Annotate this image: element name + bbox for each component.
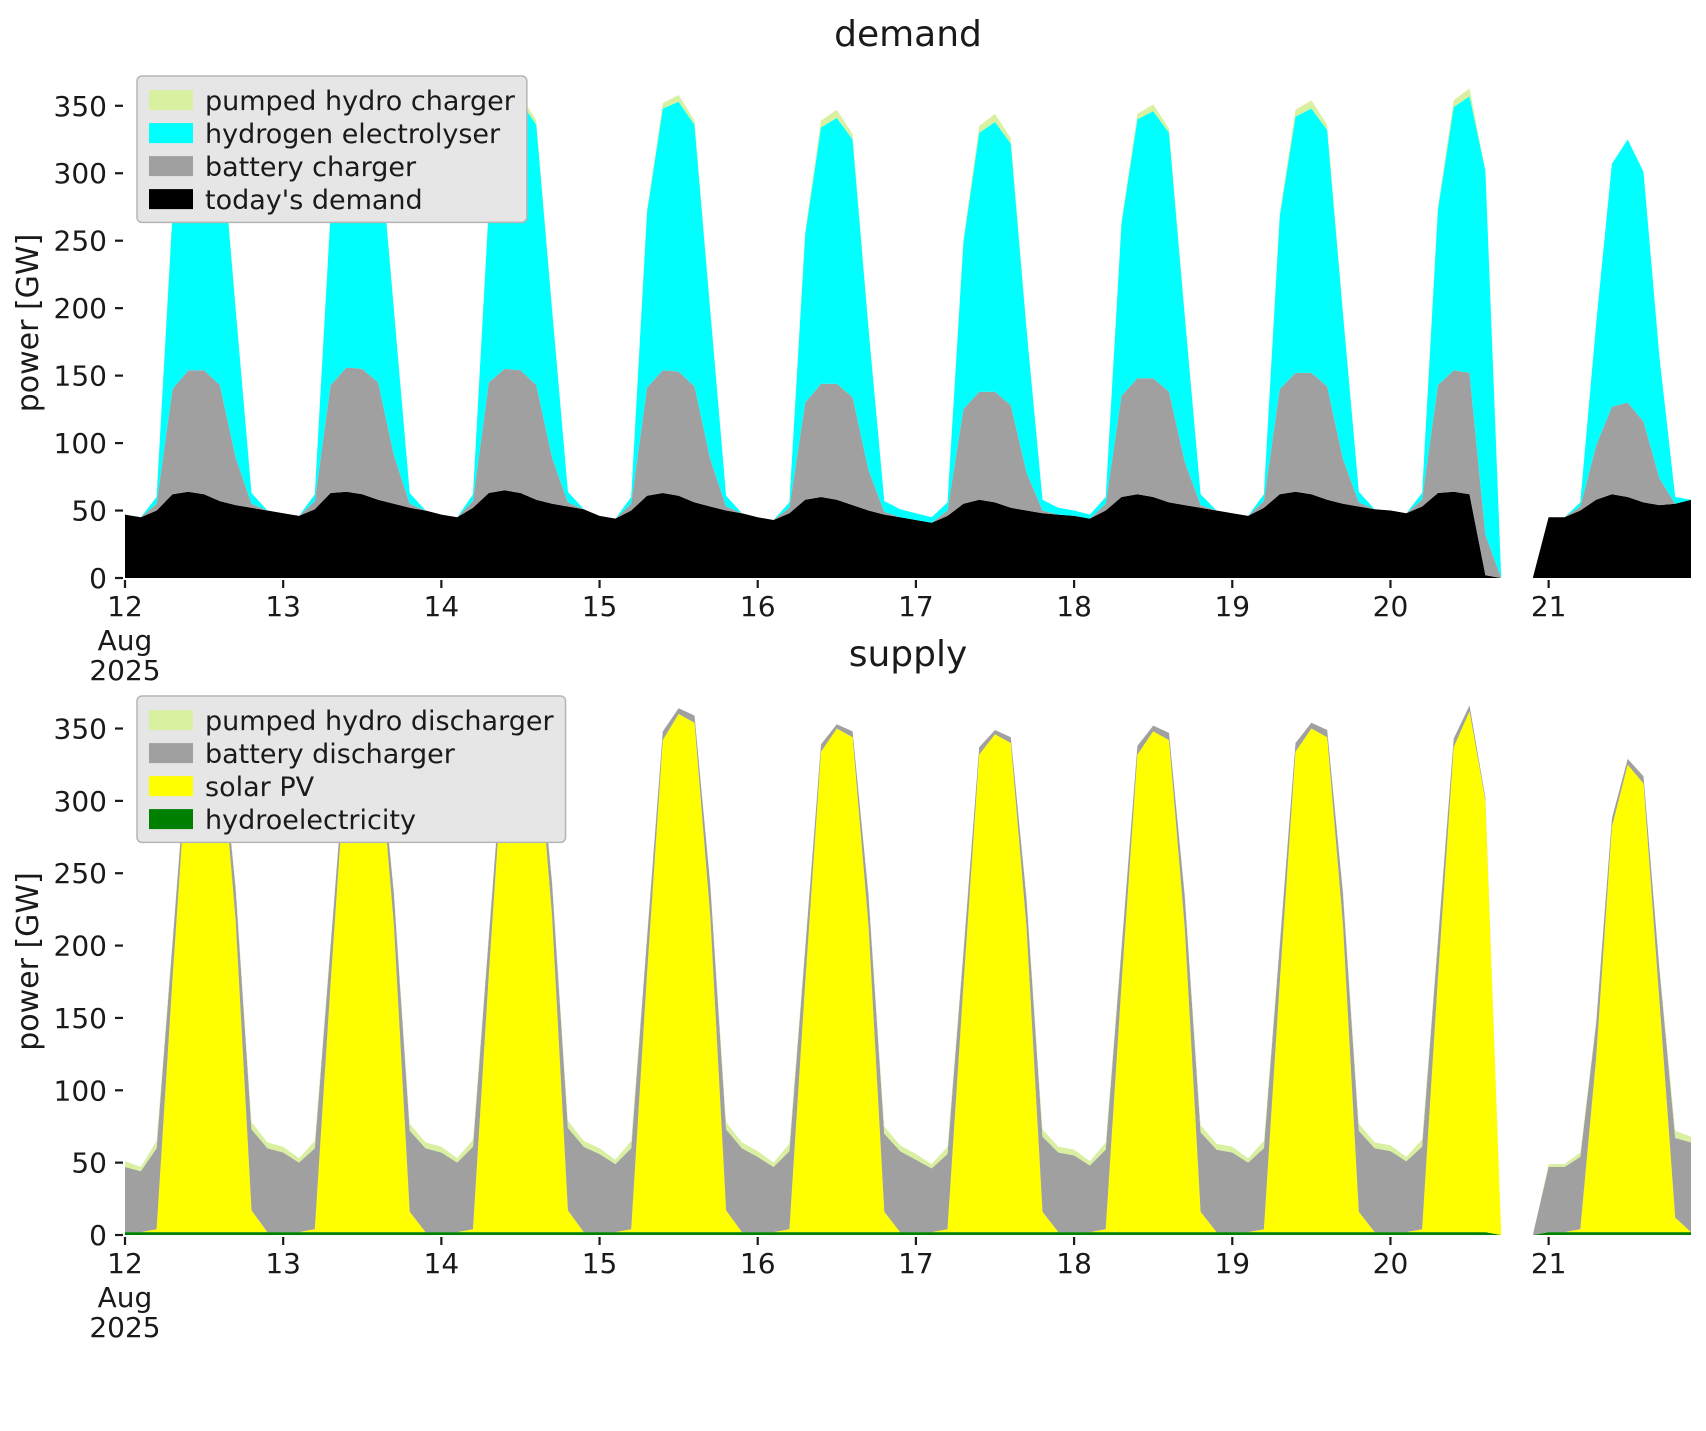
x-axis-year-label: 2025 xyxy=(89,654,160,687)
legend-box xyxy=(136,75,528,224)
x-tick-label: 16 xyxy=(740,1247,776,1280)
legend-label-hydroelectricity: hydroelectricity xyxy=(205,805,416,836)
x-tick-label: 12 xyxy=(107,1247,143,1280)
x-tick-label: 19 xyxy=(1214,590,1250,623)
y-tick-label: 50 xyxy=(71,495,107,528)
y-tick-label: 300 xyxy=(54,785,107,818)
x-tick-label: 14 xyxy=(424,1247,460,1280)
x-tick-label: 19 xyxy=(1214,1247,1250,1280)
legend-label-pumped-hydro-charger: pumped hydro charger xyxy=(205,86,516,117)
chart-title: supply xyxy=(849,634,968,675)
y-tick-label: 200 xyxy=(54,930,107,963)
y-tick-label: 0 xyxy=(89,562,107,595)
area-today-s-demand xyxy=(125,490,1691,578)
legend-swatch-battery-discharger xyxy=(149,743,193,764)
x-tick-label: 13 xyxy=(265,1247,301,1280)
y-tick-label: 200 xyxy=(54,292,107,325)
x-tick-label: 18 xyxy=(1056,590,1092,623)
legend-swatch-hydroelectricity xyxy=(149,809,193,830)
legend-swatch-solar-pv xyxy=(149,776,193,797)
x-axis-month-label: Aug xyxy=(98,624,153,657)
x-tick-label: 12 xyxy=(107,590,143,623)
legend-swatch-today-s-demand xyxy=(149,189,193,210)
legend-swatch-hydrogen-electrolyser xyxy=(149,123,193,144)
x-tick-label: 20 xyxy=(1373,590,1409,623)
legend-swatch-pumped-hydro-charger xyxy=(149,90,193,111)
y-tick-label: 100 xyxy=(54,1074,107,1107)
legend-label-pumped-hydro-discharger: pumped hydro discharger xyxy=(205,706,554,737)
x-tick-label: 14 xyxy=(424,590,460,623)
legend-label-solar-pv: solar PV xyxy=(205,772,315,803)
x-tick-label: 21 xyxy=(1531,590,1567,623)
legend-label-battery-charger: battery charger xyxy=(205,152,417,183)
y-tick-label: 350 xyxy=(54,713,107,746)
area-battery-discharger xyxy=(125,705,1691,1235)
x-axis-month-label: Aug xyxy=(98,1281,153,1314)
area-hydroelectricity xyxy=(125,1232,1691,1235)
legend-swatch-battery-charger xyxy=(149,156,193,177)
x-tick-label: 16 xyxy=(740,590,776,623)
y-tick-label: 250 xyxy=(54,225,107,258)
legend-swatch-pumped-hydro-discharger xyxy=(149,710,193,731)
legend-label-today-s-demand: today's demand xyxy=(205,185,423,216)
y-tick-label: 0 xyxy=(89,1219,107,1252)
y-tick-label: 250 xyxy=(54,857,107,890)
x-tick-label: 13 xyxy=(265,590,301,623)
y-tick-label: 100 xyxy=(54,427,107,460)
y-axis-label: power [GW] xyxy=(11,872,46,1051)
legend-label-hydrogen-electrolyser: hydrogen electrolyser xyxy=(205,119,501,150)
x-tick-label: 20 xyxy=(1373,1247,1409,1280)
chart-title: demand xyxy=(834,14,982,55)
legend-box xyxy=(136,695,567,844)
y-axis-ticks: 0 50 100 150 200 250 300 350 xyxy=(54,713,123,1252)
x-axis-year-label: 2025 xyxy=(89,1311,160,1344)
x-tick-label: 15 xyxy=(582,590,618,623)
y-tick-label: 150 xyxy=(54,360,107,393)
x-tick-label: 15 xyxy=(582,1247,618,1280)
y-axis-label: power [GW] xyxy=(11,234,46,413)
x-tick-label: 17 xyxy=(898,1247,934,1280)
x-tick-label: 17 xyxy=(898,590,934,623)
y-axis-ticks: 0 50 100 150 200 250 300 350 xyxy=(54,90,123,595)
y-tick-label: 350 xyxy=(54,90,107,123)
y-tick-label: 150 xyxy=(54,1002,107,1035)
area-battery-charger xyxy=(125,367,1691,578)
legend-label-battery-discharger: battery discharger xyxy=(205,739,456,770)
x-tick-label: 18 xyxy=(1056,1247,1092,1280)
y-tick-label: 50 xyxy=(71,1147,107,1180)
x-tick-label: 21 xyxy=(1531,1247,1567,1280)
y-tick-label: 300 xyxy=(54,157,107,190)
